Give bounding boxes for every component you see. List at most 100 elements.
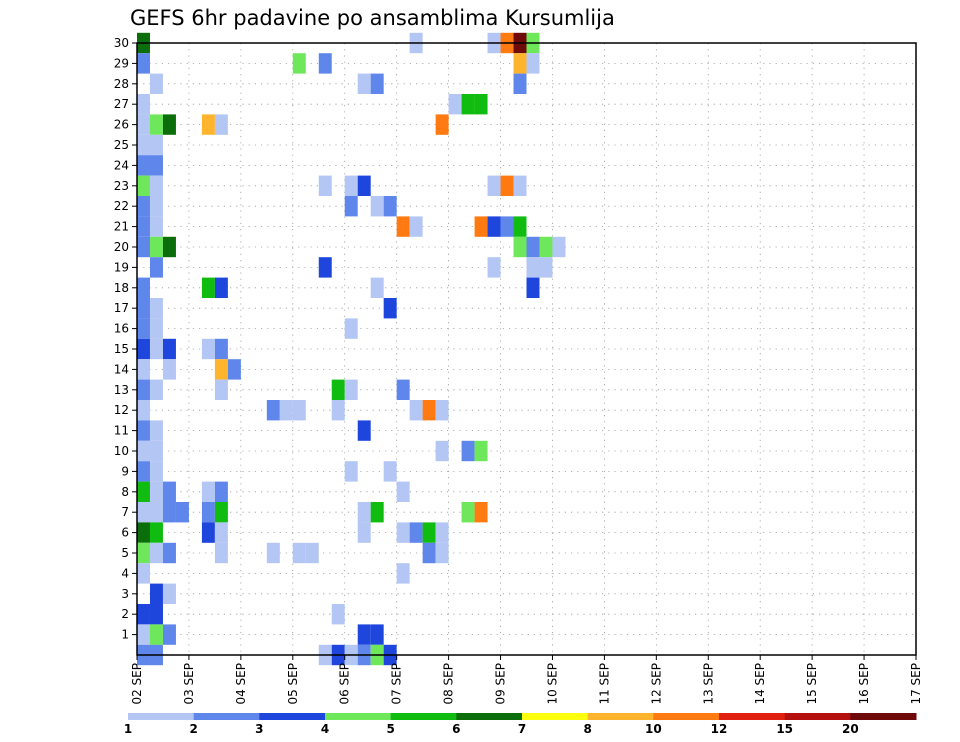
heatmap-cell [137,318,150,339]
heatmap-cell [214,338,228,360]
heatmap-cell [137,216,150,237]
chart-title: GEFS 6hr padavine po ansamblima Kursumli… [130,6,615,30]
heatmap-cell [396,563,410,584]
legend-label: 8 [583,722,591,736]
heatmap-cell [409,400,423,421]
heatmap-cell [318,257,332,278]
x-tick-label: 16 SEP [857,663,871,705]
heatmap-cell [137,134,150,156]
legend-label: 3 [255,722,263,736]
heatmap-cell [435,440,449,462]
heatmap-cell [149,481,163,502]
heatmap-cell [149,542,163,564]
heatmap-cell [137,114,150,135]
heatmap-cell [344,379,358,400]
y-tick-label: 21 [114,220,129,234]
y-tick-label: 7 [121,505,129,519]
legend-label: 10 [645,722,662,736]
heatmap-cell [344,175,358,196]
legend-swatch [390,713,457,720]
heatmap-cell [474,440,488,462]
y-tick-label: 22 [114,199,129,213]
heatmap-cell [137,420,150,441]
heatmap-cell [149,73,163,94]
heatmap-cell [396,481,410,502]
heatmap-cell [137,542,150,564]
heatmap-cell [396,216,410,237]
heatmap-cell [513,236,527,258]
x-tick-label: 09 SEP [494,663,508,705]
x-tick-label: 08 SEP [442,663,456,705]
legend-swatch [259,713,326,720]
heatmap-cell [487,257,501,278]
heatmap-cell [214,277,228,298]
y-tick-label: 20 [114,240,129,254]
heatmap-cell [305,542,319,564]
heatmap-cell [357,73,371,94]
x-tick-label: 14 SEP [753,663,767,705]
heatmap-cell [526,257,540,278]
heatmap-cell [162,359,176,380]
legend-label: 2 [189,722,197,736]
legend-label: 1 [124,722,132,736]
heatmap-cell [149,522,163,543]
y-tick-label: 10 [114,444,129,458]
heatmap-cell [344,461,358,482]
heatmap-cell [214,542,228,564]
y-tick-label: 12 [114,403,129,417]
y-tick-label: 17 [114,301,129,315]
heatmap-cell [149,440,163,462]
x-tick-label: 03 SEP [182,663,196,705]
heatmap-cell [137,400,150,421]
heatmap-cell [149,379,163,400]
y-tick-label: 24 [114,158,129,172]
heatmap-cell [201,338,215,360]
heatmap-cell [137,236,150,258]
heatmap-cell [137,604,150,625]
y-tick-label: 18 [114,281,129,295]
x-tick-label: 05 SEP [286,663,300,705]
heatmap-cell [435,542,449,564]
heatmap-cell [357,624,371,645]
x-tick-label: 13 SEP [701,663,715,705]
y-tick-label: 6 [121,526,129,540]
heatmap-cell [149,298,163,319]
heatmap-cell [513,175,527,196]
y-axis: 1234567891011121314151617181920212223242… [114,36,137,642]
heatmap-cell [474,502,488,523]
heatmap-cell [149,604,163,625]
y-tick-label: 25 [114,138,129,152]
legend-label: 20 [842,722,859,736]
x-tick-label: 06 SEP [338,663,352,705]
heatmap-cell [162,583,176,604]
heatmap-cell [149,461,163,482]
heatmap-cell [370,624,384,645]
heatmap-cell [552,236,566,258]
heatmap-cell [201,522,215,543]
heatmap-cell [137,175,150,196]
heatmap-cell [162,624,176,645]
y-tick-label: 19 [114,260,129,274]
heatmap-cell [162,542,176,564]
y-tick-label: 4 [121,566,129,580]
grid-lines [137,42,916,655]
y-tick-label: 28 [114,77,129,91]
heatmap-cell [370,196,384,217]
heatmap-cell [526,236,540,258]
y-tick-label: 2 [121,607,129,621]
heatmap-cell [539,236,553,258]
heatmap-cell [137,624,150,645]
heatmap-cell [513,216,527,237]
heatmap-cell [137,155,150,176]
heatmap-cell [292,53,306,74]
heatmap-cell [474,216,488,237]
heatmap-cell [137,481,150,502]
heatmap-cell [539,257,553,278]
legend-label: 7 [518,722,526,736]
y-tick-label: 26 [114,118,129,132]
heatmap-cell [137,502,150,523]
y-tick-label: 14 [114,362,129,376]
heatmap-cell [149,175,163,196]
legend-swatch [719,713,786,720]
heatmap-cell [422,542,436,564]
